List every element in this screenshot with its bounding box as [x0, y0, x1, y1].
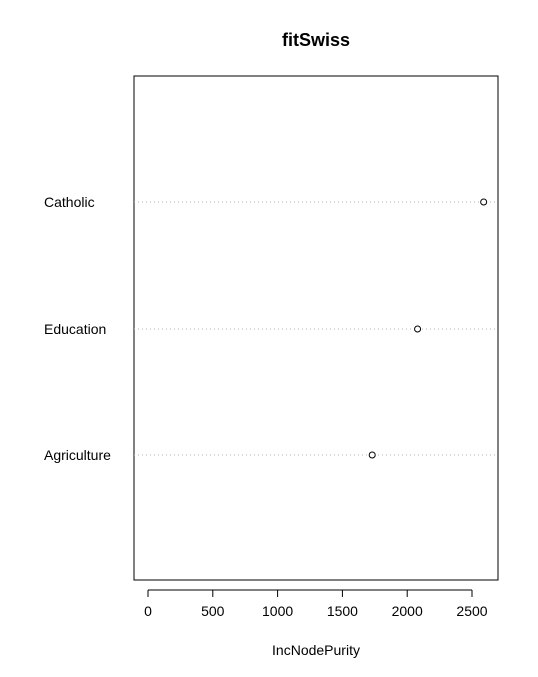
x-tick-label-500: 500 — [201, 603, 225, 619]
category-label-catholic: Catholic — [44, 194, 95, 210]
chart-title: fitSwiss — [282, 30, 350, 50]
x-tick-label-2000: 2000 — [392, 603, 423, 619]
x-tick-label-2500: 2500 — [456, 603, 487, 619]
x-tick-label-0: 0 — [144, 603, 152, 619]
category-label-agriculture: Agriculture — [44, 447, 111, 463]
point-agriculture — [368, 451, 376, 459]
category-label-education: Education — [44, 321, 106, 337]
grid-lines — [134, 201, 498, 456]
data-points — [368, 198, 488, 459]
plot-frame — [133, 75, 499, 581]
x-axis: 0 500 1000 1500 2000 2500 — [144, 589, 488, 619]
point-education — [414, 325, 422, 333]
category-labels: Catholic Education Agriculture — [44, 194, 111, 463]
point-catholic — [480, 198, 488, 206]
x-tick-label-1000: 1000 — [262, 603, 293, 619]
x-axis-label: IncNodePurity — [272, 642, 360, 658]
x-tick-label-1500: 1500 — [327, 603, 358, 619]
